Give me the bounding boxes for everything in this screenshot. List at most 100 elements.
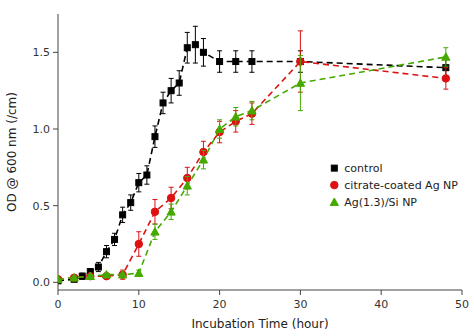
error-bar-cap [298,30,303,31]
error-bar-cap [96,271,101,272]
data-point [184,45,190,51]
legend: control citrate-coated Ag NP Ag(1.3)/Si NP [330,162,458,209]
data-point [70,274,78,282]
x-tick [58,290,59,295]
data-point [70,274,78,281]
series [58,48,450,283]
data-point [120,212,126,218]
error-bar-cap [136,256,141,257]
data-point [232,113,240,120]
error-bar-cap [193,63,198,64]
series-line [58,57,446,279]
data-point [151,208,159,216]
error-bar-cap [128,194,133,195]
error-bar-cap [233,72,238,73]
error-bar-cap [185,176,190,177]
error-bar-cap [169,78,174,79]
data-point [87,272,95,280]
error-bar [136,173,141,191]
error-bar [249,51,254,72]
x-tick-label: 50 [455,298,469,311]
error-bar-cap [104,257,109,258]
data-point [442,53,450,60]
data-point [168,88,174,94]
error-bar-cap [217,72,222,73]
data-point [135,240,143,248]
error-bar [169,78,174,103]
error-bar-cap [120,222,125,223]
legend-marker [331,165,337,171]
error-bar-cap [152,199,157,200]
x-tick [300,290,301,295]
error-bar-cap [201,150,206,151]
legend-label: Ag(1.3)/Si NP [344,196,417,209]
y-tick-label: 1.0 [33,123,51,136]
x-tick [462,290,463,295]
data-point [86,272,94,279]
error-bar-cap [217,119,222,120]
error-bar-cap [152,224,157,225]
error-bar-cap [152,239,157,240]
series-line [58,45,446,281]
x-tick [219,290,220,295]
error-bar-cap [201,38,206,39]
legend-label: citrate-coated Ag NP [344,179,458,192]
error-bar-cap [233,125,238,126]
error-bar-cap [217,138,222,139]
error-bar-cap [136,231,141,232]
error-bar-cap [443,47,448,48]
data-point [192,42,198,48]
error-bar-cap [185,63,190,64]
data-point [248,106,256,113]
series-line [58,62,446,280]
error-bar-cap [120,207,125,208]
x-tick [138,290,139,295]
data-point [144,172,150,178]
data-point [296,79,304,86]
y-tick-label: 0.5 [33,200,51,213]
data-point [160,100,166,106]
error-bar-cap [185,32,190,33]
data-point [183,182,191,189]
x-axis-line [58,290,462,291]
x-axis-label: Incubation Time (hour) [191,317,328,331]
error-bar-cap [144,184,149,185]
error-bar [201,39,206,67]
error-bar-cap [177,70,182,71]
y-tick-label: 1.5 [33,46,51,59]
error-bar [217,51,222,72]
error-bar-cap [201,168,206,169]
data-point [58,275,62,282]
data-point [199,156,207,163]
error-bar-cap [136,173,141,174]
error-bar [161,92,166,113]
data-point [128,200,134,206]
data-point [95,264,101,270]
y-tick [53,205,58,206]
error-bar-cap [443,89,448,90]
y-tick [53,52,58,53]
error-bar-cap [443,66,448,67]
error-bar [185,32,190,63]
error-bar-cap [112,233,117,234]
x-tick-label: 30 [293,298,307,311]
data-point [167,194,175,202]
x-tick-label: 0 [55,298,62,311]
data-point [119,271,127,278]
error-bar-cap [217,142,222,143]
error-bar-cap [96,262,101,263]
error-bar [152,126,157,147]
data-point [233,59,239,65]
y-axis-label: OD @ 600 nm (/cm) [5,92,19,212]
series [58,26,449,284]
error-bar-cap [443,67,448,68]
error-bar [112,233,117,245]
error-bar-cap [193,26,198,27]
error-bar-cap [177,95,182,96]
data-point [215,125,223,132]
legend-label: control [344,162,382,175]
error-bar-cap [152,125,157,126]
x-tick-label: 40 [374,298,388,311]
error-bar-cap [169,187,174,188]
error-bar-cap [112,245,117,246]
